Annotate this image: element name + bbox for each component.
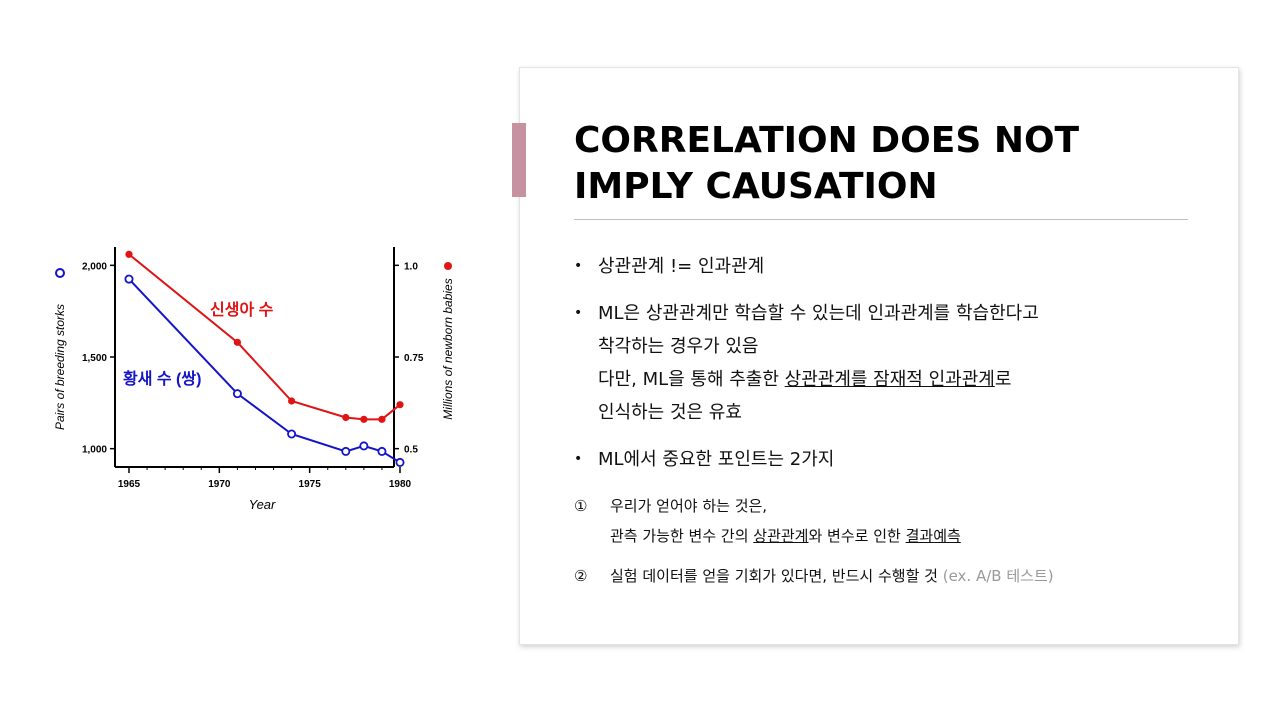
x-tick-label: 1965	[118, 479, 141, 490]
data-point-babies	[125, 250, 133, 258]
content-card	[519, 67, 1239, 645]
x-tick-label: 1970	[208, 479, 231, 490]
series-label-storks: 황새 수 (쌍)	[123, 369, 201, 388]
storks-babies-chart: 1965 1970 1975 1980 1,000 1,500 2,000 0.5 0.75 1.…	[53, 247, 455, 512]
x-tick-label: 1980	[389, 479, 412, 490]
left-axis-label: Pairs of breeding storks	[53, 304, 67, 430]
left-tick-label: 2,000	[82, 261, 107, 272]
data-point-babies	[378, 415, 386, 423]
data-point-babies	[233, 338, 241, 346]
bullet-text: ML에서 중요한 포인트는 2가지	[598, 449, 835, 470]
bullet-text-part: 로	[994, 369, 1012, 390]
title-line-2: IMPLY CAUSATION	[574, 166, 938, 207]
series-line-babies	[128, 253, 401, 421]
bullet-item-3: • ML에서 중요한 포인트는 2가지	[574, 443, 1214, 476]
numbered-text: 실험 데이터를 얻을 기회가 있다면, 반드시 수행할 것 (ex. A/B 테…	[574, 561, 1214, 591]
numbered-text: 우리가 얻어야 하는 것은,	[610, 497, 768, 515]
slide-title: CORRELATION DOES NOT IMPLY CAUSATION	[574, 118, 1174, 210]
bullet-item-2: • ML은 상관관계만 학습할 수 있는데 인과관계를 학습한다고 착각하는 경…	[574, 297, 1214, 429]
bullet-text-part: 다만, ML을 통해 추출한	[598, 369, 785, 390]
bullet-text: 상관관계 != 인과관계	[598, 256, 765, 277]
bullet-text: 다만, ML을 통해 추출한 상관관계를 잠재적 인과관계로	[598, 363, 1214, 396]
left-axis-legend-marker	[55, 268, 65, 278]
right-axis-label: Millions of newborn babies	[441, 278, 455, 419]
right-tick-label: 0.75	[404, 353, 424, 364]
numbered-text-part: 실험 데이터를 얻을 기회가 있다면, 반드시 수행할 것	[610, 567, 938, 585]
underlined-text: 결과예측	[905, 527, 961, 545]
data-point-babies	[342, 413, 350, 422]
bullet-text: 인식하는 것은 유효	[598, 402, 742, 423]
data-point-storks	[341, 446, 351, 456]
bullet-list: • 상관관계 != 인과관계 • ML은 상관관계만 학습할 수 있는데 인과관…	[574, 250, 1214, 490]
right-tick-label: 0.5	[404, 445, 418, 456]
title-divider	[574, 219, 1188, 220]
left-tick-label: 1,000	[82, 445, 107, 456]
x-tick-label: 1975	[299, 479, 322, 490]
numbered-text: 관측 가능한 변수 간의 상관관계와 변수로 인한 결과예측	[574, 521, 1214, 551]
underlined-text: 상관관계	[753, 527, 809, 545]
data-point-storks	[359, 441, 369, 451]
title-accent-bar	[512, 123, 526, 197]
data-point-storks	[124, 274, 134, 284]
numbered-item-1: ① 우리가 얻어야 하는 것은, 관측 가능한 변수 간의 상관관계와 변수로 …	[574, 491, 1214, 551]
numbered-item-2: ② 실험 데이터를 얻을 기회가 있다면, 반드시 수행할 것 (ex. A/B…	[574, 561, 1214, 591]
data-point-storks	[377, 446, 387, 456]
data-point-storks	[287, 429, 297, 439]
data-point-storks	[232, 389, 242, 399]
underlined-text: 상관관계를 잠재적 인과관계	[784, 369, 995, 390]
bullet-text: 착각하는 경우가 있음	[598, 336, 759, 357]
number-marker: ①	[574, 497, 588, 515]
title-line-1: CORRELATION DOES NOT	[574, 120, 1080, 161]
bullet-item-1: • 상관관계 != 인과관계	[574, 250, 1214, 283]
bullet-dot-icon: •	[574, 305, 583, 321]
data-point-babies	[396, 401, 404, 409]
data-point-storks	[395, 457, 405, 467]
right-tick-label: 1.0	[404, 261, 418, 272]
bullet-dot-icon: •	[574, 258, 583, 274]
right-axis-legend-marker	[444, 262, 452, 270]
number-marker: ②	[574, 567, 588, 585]
numbered-text-part: 관측 가능한 변수 간의	[610, 527, 754, 545]
bullet-text: ML은 상관관계만 학습할 수 있는데 인과관계를 학습한다고	[598, 303, 1039, 324]
data-point-babies	[360, 415, 368, 423]
x-axis-label: Year	[249, 497, 276, 512]
numbered-text-part: 와 변수로 인한	[808, 527, 906, 545]
left-tick-label: 1,500	[82, 353, 107, 364]
bullet-dot-icon: •	[574, 451, 583, 467]
example-note: (ex. A/B 테스트)	[942, 567, 1054, 585]
series-label-babies: 신생아 수	[210, 301, 274, 319]
data-point-babies	[288, 397, 296, 405]
